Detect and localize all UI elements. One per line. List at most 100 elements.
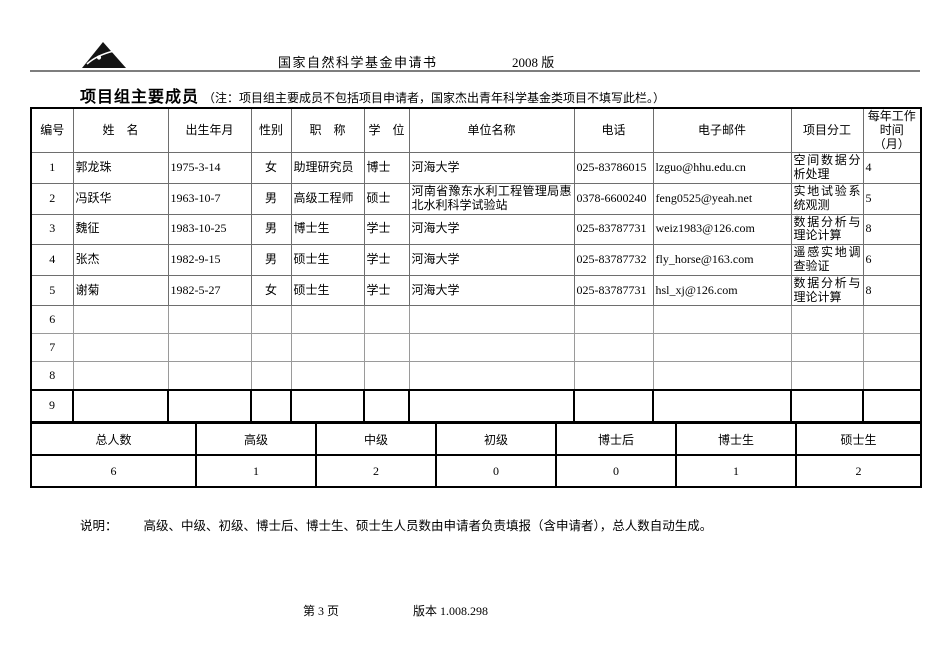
cell-title [290, 305, 365, 335]
cell-gender: 女 [250, 152, 292, 184]
member-row-4: 4 张杰 1982-9-15 男 硕士生 学士 河海大学 025-8378773… [30, 244, 922, 276]
header-divider [30, 70, 920, 72]
cell-title [290, 333, 365, 363]
cell-no: 2 [30, 182, 74, 215]
summary-value-phd: 1 [675, 454, 797, 488]
cell-months: 5 [862, 182, 922, 215]
cell-phone: 025-83787732 [573, 244, 654, 276]
cell-name [72, 305, 169, 335]
version-number: 版本 1.008.298 [413, 604, 489, 618]
cell-email: lzguo@hhu.edu.cn [652, 152, 792, 184]
cell-email [652, 333, 792, 363]
document-title: 国家自然科学基金申请书 [278, 55, 438, 70]
member-row-5: 5 谢菊 1982-5-27 女 硕士生 学士 河海大学 025-8378773… [30, 274, 922, 307]
cell-months: 8 [862, 213, 922, 246]
note-text: 高级、中级、初级、博士后、博士生、硕士生人员数由申请者负责填报（含申请者），总人… [143, 519, 713, 533]
cell-degree: 博士 [363, 152, 410, 184]
summary-header-senior: 高级 [195, 422, 317, 456]
note-label: 说明： [80, 519, 118, 533]
cell-email [652, 388, 792, 423]
member-row-8: 8 [30, 361, 922, 391]
summary-table: 总人数 高级 中级 初级 博士后 博士生 硕士生 6 1 2 0 0 1 2 [30, 422, 922, 488]
cell-phone [573, 333, 654, 363]
summary-value-senior: 1 [195, 454, 317, 488]
summary-header-phd: 博士生 [675, 422, 797, 456]
member-row-1: 1 郭龙珠 1975-3-14 女 助理研究员 博士 河海大学 025-8378… [30, 152, 922, 184]
cell-months [862, 388, 922, 423]
cell-division: 遥感实地调查验证 [790, 244, 864, 276]
summary-value-master: 2 [795, 454, 922, 488]
cell-months [862, 333, 922, 363]
header-unit: 单位名称 [408, 107, 575, 154]
cell-phone [573, 305, 654, 335]
cell-degree [363, 361, 410, 391]
nsfc-triangle-logo-icon [82, 42, 126, 68]
cell-phone: 0378-6600240 [573, 182, 654, 215]
member-row-6: 6 [30, 305, 922, 335]
cell-birth [167, 333, 252, 363]
summary-value-middle: 2 [315, 454, 437, 488]
cell-phone [573, 388, 654, 423]
cell-no: 3 [30, 213, 74, 246]
cell-title: 博士生 [290, 213, 365, 246]
cell-degree: 学士 [363, 244, 410, 276]
cell-unit: 河南省豫东水利工程管理局惠北水利科学试验站 [408, 182, 575, 215]
cell-unit [408, 305, 575, 335]
section-title: 项目组主要成员 [80, 89, 200, 106]
summary-value-postdoc: 0 [555, 454, 677, 488]
cell-degree: 硕士 [363, 182, 410, 215]
cell-name: 谢菊 [72, 274, 169, 307]
member-row-3: 3 魏征 1983-10-25 男 博士生 学士 河海大学 025-837877… [30, 213, 922, 246]
cell-name: 魏征 [72, 213, 169, 246]
cell-unit: 河海大学 [408, 274, 575, 307]
cell-unit [408, 388, 575, 423]
cell-months: 4 [862, 152, 922, 184]
header-gender: 性别 [250, 107, 292, 154]
cell-email: hsl_xj@126.com [652, 274, 792, 307]
header-phone: 电话 [573, 107, 654, 154]
cell-unit [408, 333, 575, 363]
cell-title: 硕士生 [290, 274, 365, 307]
member-row-7: 7 [30, 333, 922, 363]
cell-title: 助理研究员 [290, 152, 365, 184]
cell-name: 张杰 [72, 244, 169, 276]
cell-gender [250, 333, 292, 363]
summary-value-total: 6 [30, 454, 197, 488]
cell-birth: 1983-10-25 [167, 213, 252, 246]
cell-gender [250, 305, 292, 335]
cell-no: 8 [30, 361, 74, 391]
cell-email: feng0525@yeah.net [652, 182, 792, 215]
cell-degree [363, 388, 410, 423]
cell-email [652, 305, 792, 335]
cell-months [862, 361, 922, 391]
cell-gender: 男 [250, 244, 292, 276]
cell-birth: 1982-5-27 [167, 274, 252, 307]
header-name: 姓 名 [72, 107, 169, 154]
cell-phone: 025-83787731 [573, 274, 654, 307]
cell-birth [167, 305, 252, 335]
header-birth: 出生年月 [167, 107, 252, 154]
cell-name [72, 388, 169, 423]
cell-degree [363, 333, 410, 363]
summary-header-junior: 初级 [435, 422, 557, 456]
cell-email [652, 361, 792, 391]
header-no: 编号 [30, 107, 74, 154]
cell-degree: 学士 [363, 274, 410, 307]
cell-unit [408, 361, 575, 391]
cell-birth: 1963-10-7 [167, 182, 252, 215]
cell-no: 1 [30, 152, 74, 184]
cell-phone [573, 361, 654, 391]
members-header-row: 编号 姓 名 出生年月 性别 职 称 学 位 单位名称 电话 电子邮件 项目分工… [30, 107, 922, 154]
summary-header-total: 总人数 [30, 422, 197, 456]
header-title: 职 称 [290, 107, 365, 154]
cell-months: 6 [862, 244, 922, 276]
summary-header-middle: 中级 [315, 422, 437, 456]
summary-header-master: 硕士生 [795, 422, 922, 456]
cell-gender [250, 361, 292, 391]
page-number: 第 3 页 [303, 604, 340, 618]
cell-no: 7 [30, 333, 74, 363]
member-row-9: 9 [30, 388, 922, 423]
header-months: 每年工作时间（月） [862, 107, 922, 154]
summary-value-row: 6 1 2 0 0 1 2 [30, 454, 922, 488]
